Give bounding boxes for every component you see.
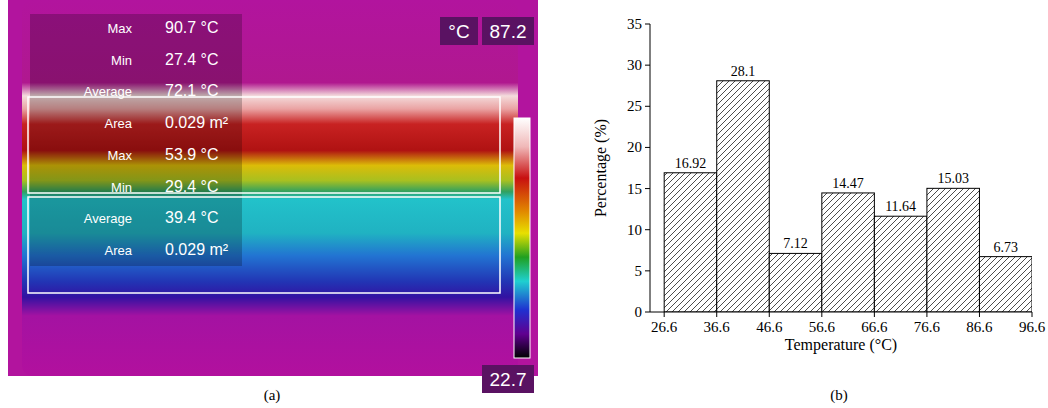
stat-value: 39.4 °C bbox=[165, 209, 219, 226]
y-axis-title: Percentage (%) bbox=[592, 119, 610, 217]
stat-name: Area bbox=[105, 243, 133, 258]
x-tick-label: 76.6 bbox=[914, 319, 941, 335]
y-tick-label: 10 bbox=[627, 222, 642, 238]
data-label: 11.64 bbox=[885, 199, 916, 214]
stat-name: Min bbox=[111, 53, 132, 68]
y-tick-label: 5 bbox=[635, 263, 643, 279]
y-tick bbox=[645, 24, 650, 25]
x-tick-label: 66.6 bbox=[861, 319, 888, 335]
stats-shade bbox=[30, 14, 242, 266]
bar bbox=[769, 253, 822, 312]
bar bbox=[927, 188, 980, 312]
data-label: 28.1 bbox=[731, 64, 756, 79]
histogram-panel: 16.92 28.1 7.12 14.47 11.64 15.03 6.73 0 5 10 15 20… bbox=[592, 16, 1046, 354]
x-tick-label: 26.6 bbox=[651, 319, 678, 335]
x-tick bbox=[1032, 312, 1033, 317]
data-label: 15.03 bbox=[937, 171, 969, 186]
y-tick-label: 20 bbox=[627, 139, 642, 155]
x-tick bbox=[979, 312, 980, 317]
region-box-0 bbox=[28, 97, 500, 193]
stat-value: 0.029 m² bbox=[165, 114, 229, 131]
stat-name: Min bbox=[111, 180, 132, 195]
y-tick-label: 30 bbox=[627, 57, 642, 73]
stat-name: Max bbox=[107, 148, 132, 163]
x-tick-label: 96.6 bbox=[1019, 319, 1046, 335]
stat-name: Max bbox=[107, 21, 132, 36]
data-label: 6.73 bbox=[993, 240, 1018, 255]
panel-label: (a) bbox=[264, 387, 281, 404]
colorbar bbox=[514, 118, 530, 358]
y-axis bbox=[650, 24, 651, 312]
bar bbox=[979, 257, 1032, 312]
x-axis-title: Temperature (°C) bbox=[785, 336, 897, 354]
thermal-object bbox=[22, 0, 518, 376]
data-label: 7.12 bbox=[783, 236, 808, 251]
bar bbox=[717, 81, 770, 312]
y-tick bbox=[645, 188, 650, 189]
x-axis bbox=[650, 312, 1032, 313]
stat-value: 0.029 m² bbox=[165, 241, 229, 258]
thermal-background bbox=[8, 0, 538, 376]
x-tick bbox=[716, 312, 717, 317]
x-tick bbox=[664, 312, 665, 317]
bar bbox=[874, 216, 927, 312]
label-bg bbox=[440, 17, 478, 45]
y-tick bbox=[645, 229, 650, 230]
y-tick-label: 15 bbox=[627, 181, 642, 197]
y-tick bbox=[645, 147, 650, 148]
colorbar-min: 22.7 bbox=[490, 369, 527, 390]
unit-label: °C bbox=[448, 21, 469, 42]
stat-value: 90.7 °C bbox=[165, 19, 219, 36]
bar bbox=[822, 193, 875, 312]
colorbar-max: 87.2 bbox=[490, 21, 527, 42]
figure: Max 90.7 °C Min 27.4 °C Average 72.1 °C Area 0.… bbox=[0, 0, 1048, 408]
label-bg bbox=[482, 365, 534, 393]
data-label: 14.47 bbox=[832, 176, 864, 191]
x-tick-label: 46.6 bbox=[756, 319, 783, 335]
y-tick bbox=[645, 106, 650, 107]
x-tick-label: 36.6 bbox=[704, 319, 731, 335]
x-tick bbox=[769, 312, 770, 317]
stat-value: 72.1 °C bbox=[165, 82, 219, 99]
stat-value: 53.9 °C bbox=[165, 146, 219, 163]
y-tick bbox=[645, 312, 650, 313]
label-bg bbox=[482, 17, 534, 45]
stat-value: 27.4 °C bbox=[165, 51, 219, 68]
stat-value: 29.4 °C bbox=[165, 178, 219, 195]
y-tick-label: 35 bbox=[627, 16, 642, 32]
y-tick bbox=[645, 270, 650, 271]
panel-label: (b) bbox=[830, 387, 848, 404]
thermal-panel: Max 90.7 °C Min 27.4 °C Average 72.1 °C Area 0.… bbox=[8, 0, 538, 393]
x-tick bbox=[874, 312, 875, 317]
x-tick bbox=[926, 312, 927, 317]
y-tick-label: 0 bbox=[635, 304, 643, 320]
stat-name: Average bbox=[84, 211, 132, 226]
y-tick bbox=[645, 65, 650, 66]
bar bbox=[664, 173, 717, 312]
stat-name: Average bbox=[84, 84, 132, 99]
y-tick-label: 25 bbox=[627, 98, 642, 114]
x-tick bbox=[821, 312, 822, 317]
x-tick-label: 86.6 bbox=[966, 319, 993, 335]
data-label: 16.92 bbox=[675, 156, 707, 171]
bars bbox=[664, 81, 1032, 312]
stat-name: Area bbox=[105, 116, 133, 131]
region-box-1 bbox=[28, 197, 500, 293]
x-tick-label: 56.6 bbox=[809, 319, 836, 335]
